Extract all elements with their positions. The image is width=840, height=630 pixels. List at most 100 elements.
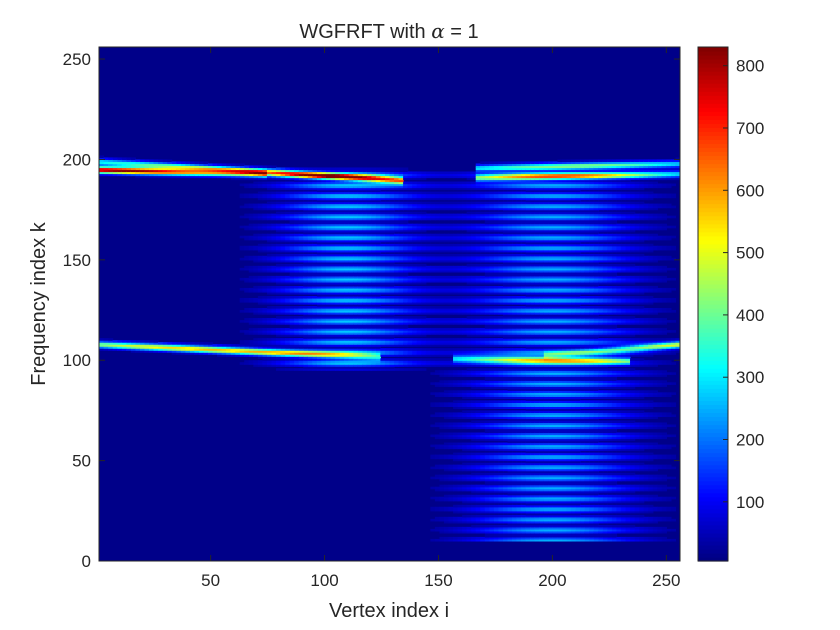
heatmap-cell [443, 243, 450, 247]
heatmap-cell [130, 161, 136, 165]
heatmap-cell [321, 308, 327, 311]
heatmap-cell [434, 306, 441, 309]
heatmap-cell [434, 392, 441, 395]
heatmap-cell [462, 514, 468, 518]
heatmap-cell [162, 161, 168, 165]
heatmap-cell [253, 237, 259, 241]
heatmap-cell [457, 295, 463, 299]
heatmap-cell [325, 273, 332, 277]
heatmap-cell [194, 169, 200, 173]
heatmap-cell [298, 338, 304, 341]
heatmap-cell [325, 251, 332, 255]
heatmap-cell [312, 301, 318, 305]
heatmap-cell [276, 211, 282, 215]
heatmap-cell [403, 348, 409, 351]
heatmap-cell [303, 354, 309, 357]
heatmap-cell [207, 350, 214, 353]
heatmap-cell [248, 342, 254, 345]
heatmap-cell [285, 328, 291, 331]
heatmap-cell [294, 338, 300, 341]
heatmap-cell [285, 263, 291, 267]
heatmap-cell [330, 297, 336, 301]
heatmap-cell [307, 314, 313, 317]
heatmap-cell [294, 310, 300, 313]
heatmap-cell [321, 283, 327, 287]
heatmap-cell [239, 297, 245, 301]
heatmap-cell [303, 275, 309, 279]
heatmap-cell [276, 265, 282, 269]
heatmap-cell [398, 285, 404, 289]
heatmap-cell [280, 255, 286, 259]
heatmap-cell [412, 358, 418, 361]
heatmap-cell [330, 308, 336, 311]
heatmap-cell [262, 322, 268, 325]
heatmap-cell [271, 173, 277, 177]
heatmap-cell [407, 306, 413, 309]
heatmap-cell [239, 163, 245, 167]
heatmap-cell [266, 322, 273, 325]
heatmap-cell [121, 340, 127, 343]
heatmap-cell [121, 159, 127, 163]
heatmap-cell [443, 526, 450, 530]
heatmap-cell [412, 233, 418, 237]
heatmap-cell [325, 231, 332, 235]
heatmap-cell [462, 400, 468, 403]
heatmap-cell [248, 330, 254, 333]
heatmap-cell [457, 201, 463, 205]
heatmap-cell [135, 342, 141, 345]
heatmap-cell [276, 213, 282, 217]
heatmap-cell [462, 233, 468, 237]
heatmap-cell [221, 354, 227, 357]
heatmap-cell [325, 275, 332, 279]
heatmap-cell [253, 330, 259, 333]
heatmap-cell [316, 199, 323, 203]
heatmap-cell [194, 161, 200, 165]
heatmap-cell [434, 191, 441, 195]
heatmap-cell [285, 346, 291, 349]
heatmap-cell [280, 237, 286, 241]
heatmap-cell [135, 161, 141, 165]
heatmap-cell [257, 233, 264, 237]
heatmap-cell [103, 157, 109, 161]
heatmap-cell [280, 249, 286, 253]
heatmap-cell [462, 223, 468, 227]
heatmap-cell [321, 368, 327, 371]
heatmap-cell [285, 207, 291, 211]
heatmap-cell [289, 249, 295, 253]
heatmap-cell [462, 171, 468, 175]
heatmap-cell [430, 348, 436, 351]
heatmap-cell [280, 310, 286, 313]
heatmap-cell [325, 306, 332, 309]
heatmap-cell [280, 177, 286, 181]
heatmap-cell [443, 275, 450, 279]
heatmap-cell [276, 239, 282, 243]
heatmap-cell [330, 356, 336, 359]
heatmap-cell [380, 253, 386, 257]
heatmap-cell [307, 219, 313, 223]
heatmap-cell [180, 350, 186, 353]
heatmap-cell [453, 474, 459, 478]
heatmap-cell [321, 195, 327, 199]
heatmap-cell [462, 213, 468, 217]
heatmap-cell [303, 326, 309, 329]
heatmap-cell [271, 269, 277, 273]
heatmap-cell [130, 159, 136, 163]
heatmap-cell [321, 215, 327, 219]
heatmap-cell [99, 348, 105, 351]
heatmap-cell [321, 340, 327, 343]
heatmap-cell [244, 185, 250, 189]
heatmap-cell [248, 348, 254, 351]
heatmap-cell [289, 275, 295, 279]
heatmap-cell [285, 217, 291, 221]
heatmap-cell [271, 213, 277, 217]
heatmap-cell [307, 285, 313, 289]
heatmap-cell [430, 444, 436, 448]
heatmap-cell [203, 346, 209, 349]
heatmap-cell [389, 306, 395, 309]
heatmap-cell [380, 191, 386, 195]
heatmap-cell [307, 354, 313, 357]
heatmap-cell [248, 322, 254, 325]
heatmap-cell [462, 243, 468, 247]
heatmap-cell [276, 318, 282, 321]
heatmap-cell [398, 253, 404, 257]
